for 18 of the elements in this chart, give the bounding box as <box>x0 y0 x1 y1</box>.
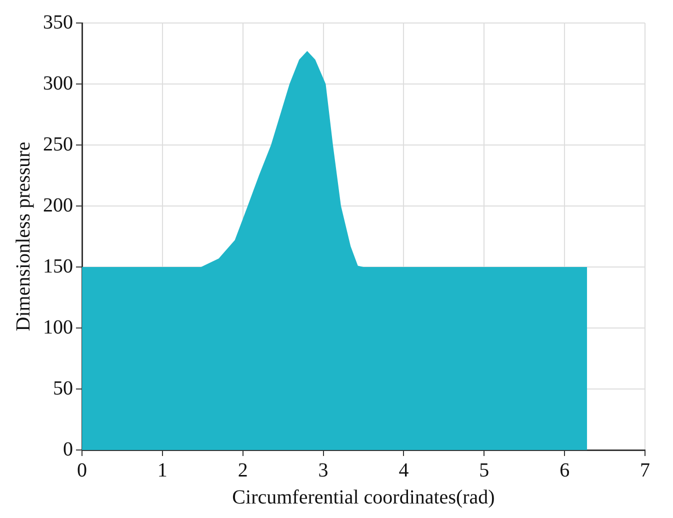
x-tick-label: 5 <box>479 459 490 482</box>
x-axis-title: Circumferential coordinates(rad) <box>232 486 495 508</box>
x-tick-label: 2 <box>238 459 248 482</box>
y-axis-title: Dimensionless pressure <box>12 142 34 332</box>
x-tick-label: 4 <box>398 459 409 482</box>
y-tick-label: 300 <box>43 72 73 94</box>
y-tick-label: 50 <box>53 377 73 400</box>
y-tick-label: 200 <box>43 194 73 216</box>
y-tick-label: 350 <box>43 11 73 34</box>
x-tick-label: 0 <box>77 459 87 482</box>
y-tick-label: 150 <box>43 255 73 278</box>
x-tick-label: 3 <box>318 459 328 482</box>
y-tick-label: 100 <box>43 316 73 338</box>
y-tick-label: 0 <box>63 438 73 460</box>
x-tick-label: 6 <box>560 459 570 482</box>
y-tick-label: 250 <box>43 133 73 156</box>
x-tick-label: 1 <box>157 459 168 482</box>
x-tick-label: 7 <box>640 459 650 482</box>
